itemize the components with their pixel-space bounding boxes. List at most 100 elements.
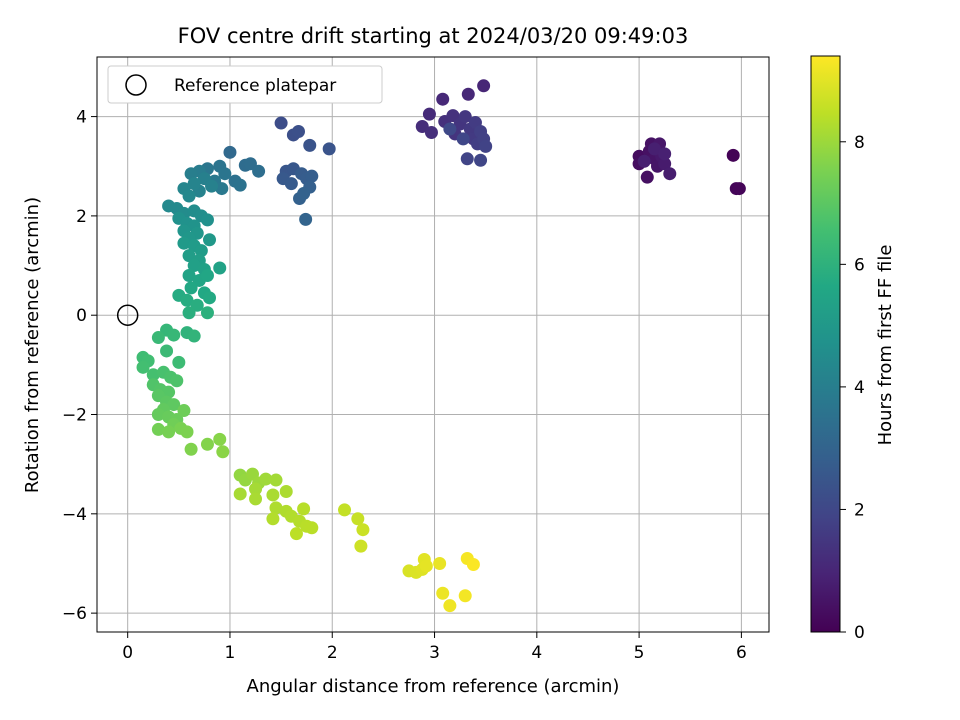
data-point [663, 167, 677, 181]
data-point [162, 425, 176, 439]
y-tick-label: 2 [76, 207, 87, 227]
data-point [356, 523, 370, 537]
colorbar-tick-label: 2 [854, 500, 865, 520]
y-tick-label: 4 [76, 108, 87, 128]
plot-background [97, 57, 769, 632]
data-point [640, 170, 654, 184]
data-point [136, 360, 150, 374]
data-point [443, 599, 457, 613]
y-tick-label: 0 [76, 306, 87, 326]
data-point [180, 293, 194, 307]
data-point [415, 120, 429, 134]
data-point [259, 472, 273, 486]
data-point [249, 482, 263, 496]
data-point [184, 281, 198, 295]
data-point [269, 473, 283, 487]
data-point [303, 138, 317, 152]
data-point [151, 408, 165, 422]
data-point [732, 182, 746, 196]
data-point [162, 385, 176, 399]
data-point [477, 79, 491, 93]
data-point [305, 521, 319, 535]
chart-title: FOV centre drift starting at 2024/03/20 … [178, 24, 689, 48]
data-point [182, 189, 196, 203]
x-tick-label: 0 [122, 643, 133, 663]
data-point [266, 488, 280, 502]
data-point [177, 404, 191, 418]
y-axis-label: Rotation from reference (arcmin) [22, 197, 43, 493]
data-point [172, 355, 186, 369]
x-tick-label: 4 [531, 643, 542, 663]
data-point [200, 268, 214, 282]
data-point [354, 539, 368, 553]
data-point [252, 164, 266, 178]
data-point [322, 142, 336, 156]
data-point [184, 442, 198, 456]
data-point [218, 167, 232, 181]
data-point [151, 422, 165, 436]
data-point [466, 557, 480, 571]
data-point [167, 328, 181, 342]
data-point [436, 586, 450, 600]
colorbar-gradient [810, 55, 841, 633]
colorbar-tick-label: 6 [854, 255, 865, 275]
colorbar-ticks: 0 2 4 6 8 [840, 133, 865, 643]
data-point [203, 291, 217, 305]
legend-reference-marker [125, 74, 147, 96]
data-point [297, 502, 311, 516]
data-point [203, 233, 217, 247]
data-point [289, 527, 303, 541]
data-point [456, 132, 470, 146]
colorbar-tick-label: 0 [854, 623, 865, 643]
x-tick-label: 1 [225, 643, 236, 663]
x-axis-label: Angular distance from reference (arcmin) [247, 676, 620, 697]
data-point [479, 139, 493, 153]
data-point [213, 432, 227, 446]
data-point [216, 445, 230, 459]
data-point [461, 87, 475, 101]
colorbar-label: Hours from first FF file [875, 245, 896, 446]
y-tick-label: −6 [62, 604, 87, 624]
x-tick-label: 3 [429, 643, 440, 663]
scatter-points [136, 79, 746, 613]
data-point [436, 92, 450, 106]
data-point [279, 484, 293, 498]
data-point [182, 306, 196, 320]
data-point [433, 556, 447, 570]
data-point [205, 179, 219, 193]
y-tick-label: −4 [62, 505, 87, 525]
data-point [351, 512, 365, 526]
data-point [177, 236, 191, 250]
legend-box [107, 65, 383, 104]
data-point [182, 249, 196, 263]
x-tick-label: 2 [327, 643, 338, 663]
data-point [726, 148, 740, 162]
data-point [637, 154, 651, 168]
data-point [167, 398, 181, 412]
data-point [200, 306, 214, 320]
data-point [647, 142, 661, 156]
data-point [200, 437, 214, 451]
data-point [233, 487, 247, 501]
data-point [419, 559, 433, 573]
data-point [460, 152, 474, 166]
data-point [297, 187, 311, 201]
data-point [187, 329, 201, 343]
data-point [474, 153, 488, 167]
data-point [233, 178, 247, 192]
data-point [658, 157, 672, 171]
y-axis-ticks: −6 −4 −2 0 2 4 [62, 108, 97, 624]
data-point [458, 589, 472, 603]
data-point [194, 244, 208, 258]
data-point [291, 124, 305, 138]
data-point [180, 425, 194, 439]
data-point [443, 122, 457, 136]
legend-reference-label: Reference platepar [174, 76, 336, 96]
colorbar-tick-label: 8 [854, 133, 865, 153]
data-point [146, 368, 160, 382]
data-point [274, 116, 288, 130]
colorbar: 0 2 4 6 8 Hours from first FF file [810, 55, 896, 643]
x-axis-ticks: 0 1 2 3 4 5 6 [122, 632, 747, 663]
data-point [266, 512, 280, 526]
data-point [187, 259, 201, 273]
